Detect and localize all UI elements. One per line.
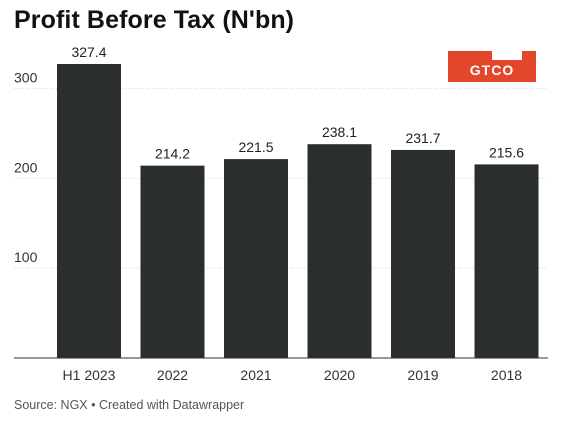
bar-1 bbox=[140, 165, 205, 358]
x-tick-label-1: 2022 bbox=[157, 367, 188, 383]
x-tick-label-0: H1 2023 bbox=[63, 367, 116, 383]
bar-0 bbox=[57, 64, 121, 358]
y-tick-label-300: 300 bbox=[14, 70, 38, 86]
value-label-5: 215.6 bbox=[489, 144, 524, 160]
chart-title: Profit Before Tax (N'bn) bbox=[14, 6, 295, 34]
bar-4 bbox=[391, 149, 455, 358]
x-tick-label-5: 2018 bbox=[491, 367, 522, 383]
logo-notch bbox=[492, 51, 522, 60]
value-label-3: 238.1 bbox=[322, 124, 357, 140]
y-tick-label-100: 100 bbox=[14, 249, 38, 265]
x-tick-label-2: 2021 bbox=[240, 367, 271, 383]
value-label-0: 327.4 bbox=[71, 44, 106, 60]
value-label-1: 214.2 bbox=[155, 146, 190, 162]
value-label-2: 221.5 bbox=[238, 139, 273, 155]
logo-text: GTCO bbox=[469, 62, 515, 78]
bar-3 bbox=[307, 144, 372, 358]
source-note: Source: NGX • Created with Datawrapper bbox=[14, 398, 245, 412]
bar-5 bbox=[474, 164, 539, 358]
x-tick-label-4: 2019 bbox=[407, 367, 438, 383]
y-tick-label-200: 200 bbox=[14, 159, 38, 175]
gtco-logo: GTCO bbox=[448, 51, 536, 82]
value-label-4: 231.7 bbox=[405, 130, 440, 146]
x-tick-label-3: 2020 bbox=[324, 367, 355, 383]
bar-2 bbox=[224, 159, 288, 358]
